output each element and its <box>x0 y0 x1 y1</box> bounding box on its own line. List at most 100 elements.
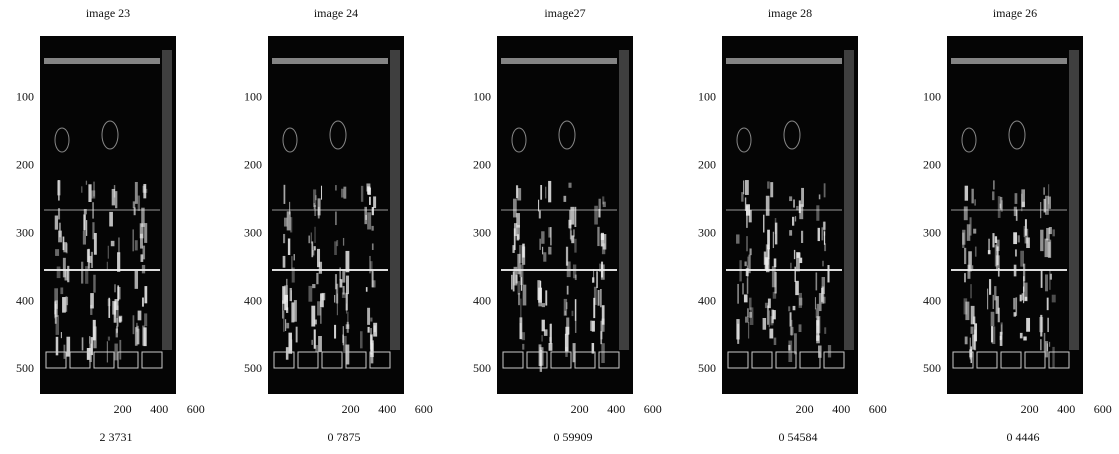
image-speckle <box>342 269 346 283</box>
image-speckle <box>367 326 370 333</box>
image-speckle <box>143 183 147 199</box>
image-speckle <box>55 336 59 356</box>
image-header <box>501 58 617 64</box>
image-speckle <box>591 320 595 332</box>
image-speckle <box>1049 273 1052 280</box>
image-speckle <box>134 240 138 251</box>
image-speckle <box>1044 341 1049 358</box>
image-speckle <box>824 327 827 334</box>
image-speckle <box>1023 282 1028 302</box>
image-speckle <box>971 188 974 204</box>
image-speckle <box>994 236 998 243</box>
image-speckle <box>996 239 1000 251</box>
image-speckle <box>594 205 598 225</box>
image-button <box>321 351 343 369</box>
image-speckle <box>519 264 524 285</box>
image-speckle <box>818 194 821 200</box>
image-button <box>117 351 139 369</box>
image-speckle <box>516 234 520 241</box>
image-speckle <box>962 232 965 248</box>
image-speckle <box>54 288 58 309</box>
image-speckle <box>593 297 596 319</box>
image-speckle <box>798 200 801 214</box>
image-speckle <box>574 238 577 253</box>
image-speckle <box>964 185 969 201</box>
image-button <box>93 351 115 369</box>
y-tick-label: 200 <box>16 158 34 172</box>
image-speckle <box>767 229 770 250</box>
image-shape <box>558 120 576 150</box>
image-speckle <box>313 329 316 349</box>
image-speckle <box>788 306 791 312</box>
image-speckle <box>284 294 288 311</box>
y-tick-label: 500 <box>16 361 34 375</box>
image-speckle <box>86 220 88 236</box>
image-speckle <box>93 232 97 255</box>
image-speckle <box>548 180 552 203</box>
image-speckle <box>1048 196 1051 209</box>
image-speckle <box>766 244 769 259</box>
image-speckle <box>110 240 115 247</box>
image-speckle <box>314 226 316 243</box>
image-speckle <box>316 272 319 285</box>
image-speckle <box>116 325 118 334</box>
image-speckle <box>1013 312 1017 317</box>
y-tick-label: 100 <box>473 90 491 104</box>
image-speckle <box>522 284 527 306</box>
image-speckle <box>600 289 602 308</box>
image-speckle <box>796 252 800 272</box>
image-speckle <box>372 280 376 288</box>
image-speckle <box>1021 193 1023 212</box>
image-speckle <box>548 246 552 255</box>
image-button <box>598 351 620 369</box>
image-speckle <box>748 254 751 274</box>
image-button <box>775 351 797 369</box>
image-speckle <box>1020 250 1024 267</box>
image-speckle <box>1048 227 1052 235</box>
image-speckle <box>966 224 971 241</box>
image-speckle <box>136 322 138 332</box>
image-speckle <box>548 343 553 351</box>
image-speckle <box>568 209 571 226</box>
image-speckle <box>117 305 119 327</box>
image-speckle <box>1047 241 1051 258</box>
y-tick-label: 500 <box>473 361 491 375</box>
image-speckle <box>370 261 373 272</box>
image-speckle <box>1046 228 1050 241</box>
image-speckle <box>962 229 966 245</box>
image-speckle <box>970 305 975 325</box>
image-speckle <box>283 310 285 332</box>
image-speckle <box>1022 263 1026 282</box>
panel-title: image 24 <box>314 6 358 20</box>
image-speckle <box>82 230 87 245</box>
image-speckle <box>83 214 86 231</box>
image-speckle <box>795 280 799 296</box>
image-speckle <box>90 293 94 309</box>
image-speckle <box>1043 198 1046 213</box>
image-speckle <box>591 277 595 283</box>
image-speckle <box>744 197 747 211</box>
image-speckle <box>517 253 521 275</box>
image-speckle <box>308 285 313 302</box>
y-tick-label: 100 <box>244 90 262 104</box>
image-speckle <box>590 320 592 332</box>
image-speckle <box>289 217 293 233</box>
image-speckle <box>539 238 541 250</box>
y-tick-label: 300 <box>16 225 34 239</box>
image-speckle <box>89 255 92 263</box>
image-button <box>1048 351 1070 369</box>
image-speckle <box>1013 264 1017 277</box>
image-speckle <box>1047 317 1049 333</box>
image-speckle <box>365 287 368 292</box>
image-speckle <box>517 281 521 295</box>
image-speckle <box>763 214 765 233</box>
image-speckle <box>92 222 95 240</box>
image-speckle <box>141 264 146 274</box>
image-speckle <box>115 328 118 338</box>
panel-title: image 23 <box>86 6 130 20</box>
image-speckle <box>974 323 978 342</box>
image-speckle <box>800 230 804 243</box>
image-speckle <box>1014 193 1018 204</box>
image-speckle <box>286 322 290 329</box>
image-speckle <box>142 245 146 260</box>
